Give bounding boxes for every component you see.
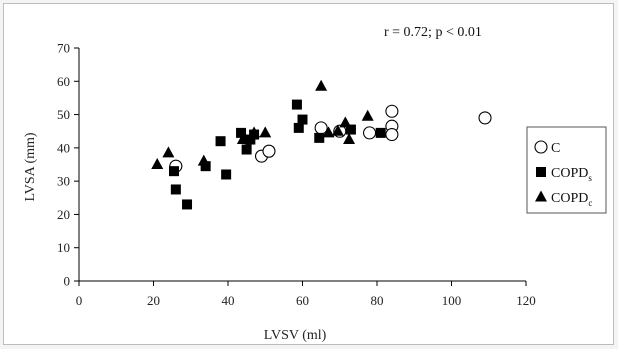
copd-s-point [375, 127, 386, 138]
legend: C COPDs COPDc [526, 126, 607, 214]
copd-c-point [339, 116, 352, 128]
data-points [151, 79, 492, 210]
legend-c-marker [534, 140, 548, 154]
copd-c-point [259, 126, 272, 138]
x-tick-label: 100 [442, 293, 462, 308]
copd-s-point [297, 114, 308, 125]
copd-c-point [162, 146, 175, 158]
copd-c-point [331, 124, 344, 136]
c-point [478, 111, 492, 125]
x-tick-label: 40 [222, 293, 235, 308]
y-tick-label: 50 [57, 107, 70, 122]
copd-s-point [345, 124, 356, 135]
copd-c-point [197, 154, 210, 166]
x-axis-title: LVSV (ml) [264, 328, 327, 343]
copd-s-point [291, 99, 302, 110]
x-tick-label: 0 [76, 293, 83, 308]
copd-s-point [236, 127, 247, 138]
legend-copd-c-marker [535, 190, 547, 202]
copd-s-point [241, 144, 252, 155]
legend-c-label: C [551, 141, 560, 156]
scatter-chart: 0 10 20 30 40 50 60 70 0 20 40 60 80 100 120 r = 0.72;… [23, 25, 607, 343]
copd-s-point [293, 122, 304, 133]
chart-frame: 0 10 20 30 40 50 60 70 0 20 40 60 80 100 120 r = 0.72;… [3, 3, 614, 345]
c-point [385, 127, 399, 142]
correlation-annotation: r = 0.72; p < 0.01 [384, 25, 482, 40]
copd-c-point [236, 133, 249, 145]
x-tick-label: 80 [371, 293, 384, 308]
y-tick-label: 60 [57, 74, 70, 89]
c-point [385, 104, 399, 118]
copd-s-point [215, 136, 226, 147]
x-tick-label: 120 [516, 293, 536, 308]
legend-copd-s-label: COPDs [551, 166, 592, 183]
copd-s-point [170, 184, 181, 195]
y-axis-title: LVSA (mm) [23, 132, 38, 201]
x-tick-label: 20 [147, 293, 160, 308]
c-point [262, 144, 276, 158]
y-tick-label: 30 [57, 174, 70, 189]
y-tick-label: 10 [57, 240, 70, 255]
c-point [314, 121, 328, 135]
y-tick-label: 20 [57, 207, 70, 222]
x-tick-label: 60 [296, 293, 309, 308]
c-point [362, 126, 377, 140]
copd-s-point [221, 169, 232, 180]
y-tick-label: 70 [57, 41, 70, 56]
legend-copd-c-label: COPDc [551, 191, 592, 208]
copd-c-point [322, 126, 335, 138]
copd-s-point [200, 161, 211, 172]
axes: 0 10 20 30 40 50 60 70 0 20 40 60 80 100 120 [57, 41, 536, 309]
copd-c-point [248, 126, 261, 138]
copd-c-point [151, 158, 164, 169]
copd-s-point [168, 166, 179, 177]
y-tick-label: 40 [57, 140, 70, 155]
copd-c-point [361, 109, 374, 121]
copd-s-point [314, 132, 325, 143]
legend-copd-s-marker [536, 167, 546, 177]
copd-s-point [182, 199, 193, 210]
y-tick-label: 0 [64, 274, 71, 289]
copd-c-point [315, 79, 328, 91]
copd-c-point [343, 133, 356, 145]
